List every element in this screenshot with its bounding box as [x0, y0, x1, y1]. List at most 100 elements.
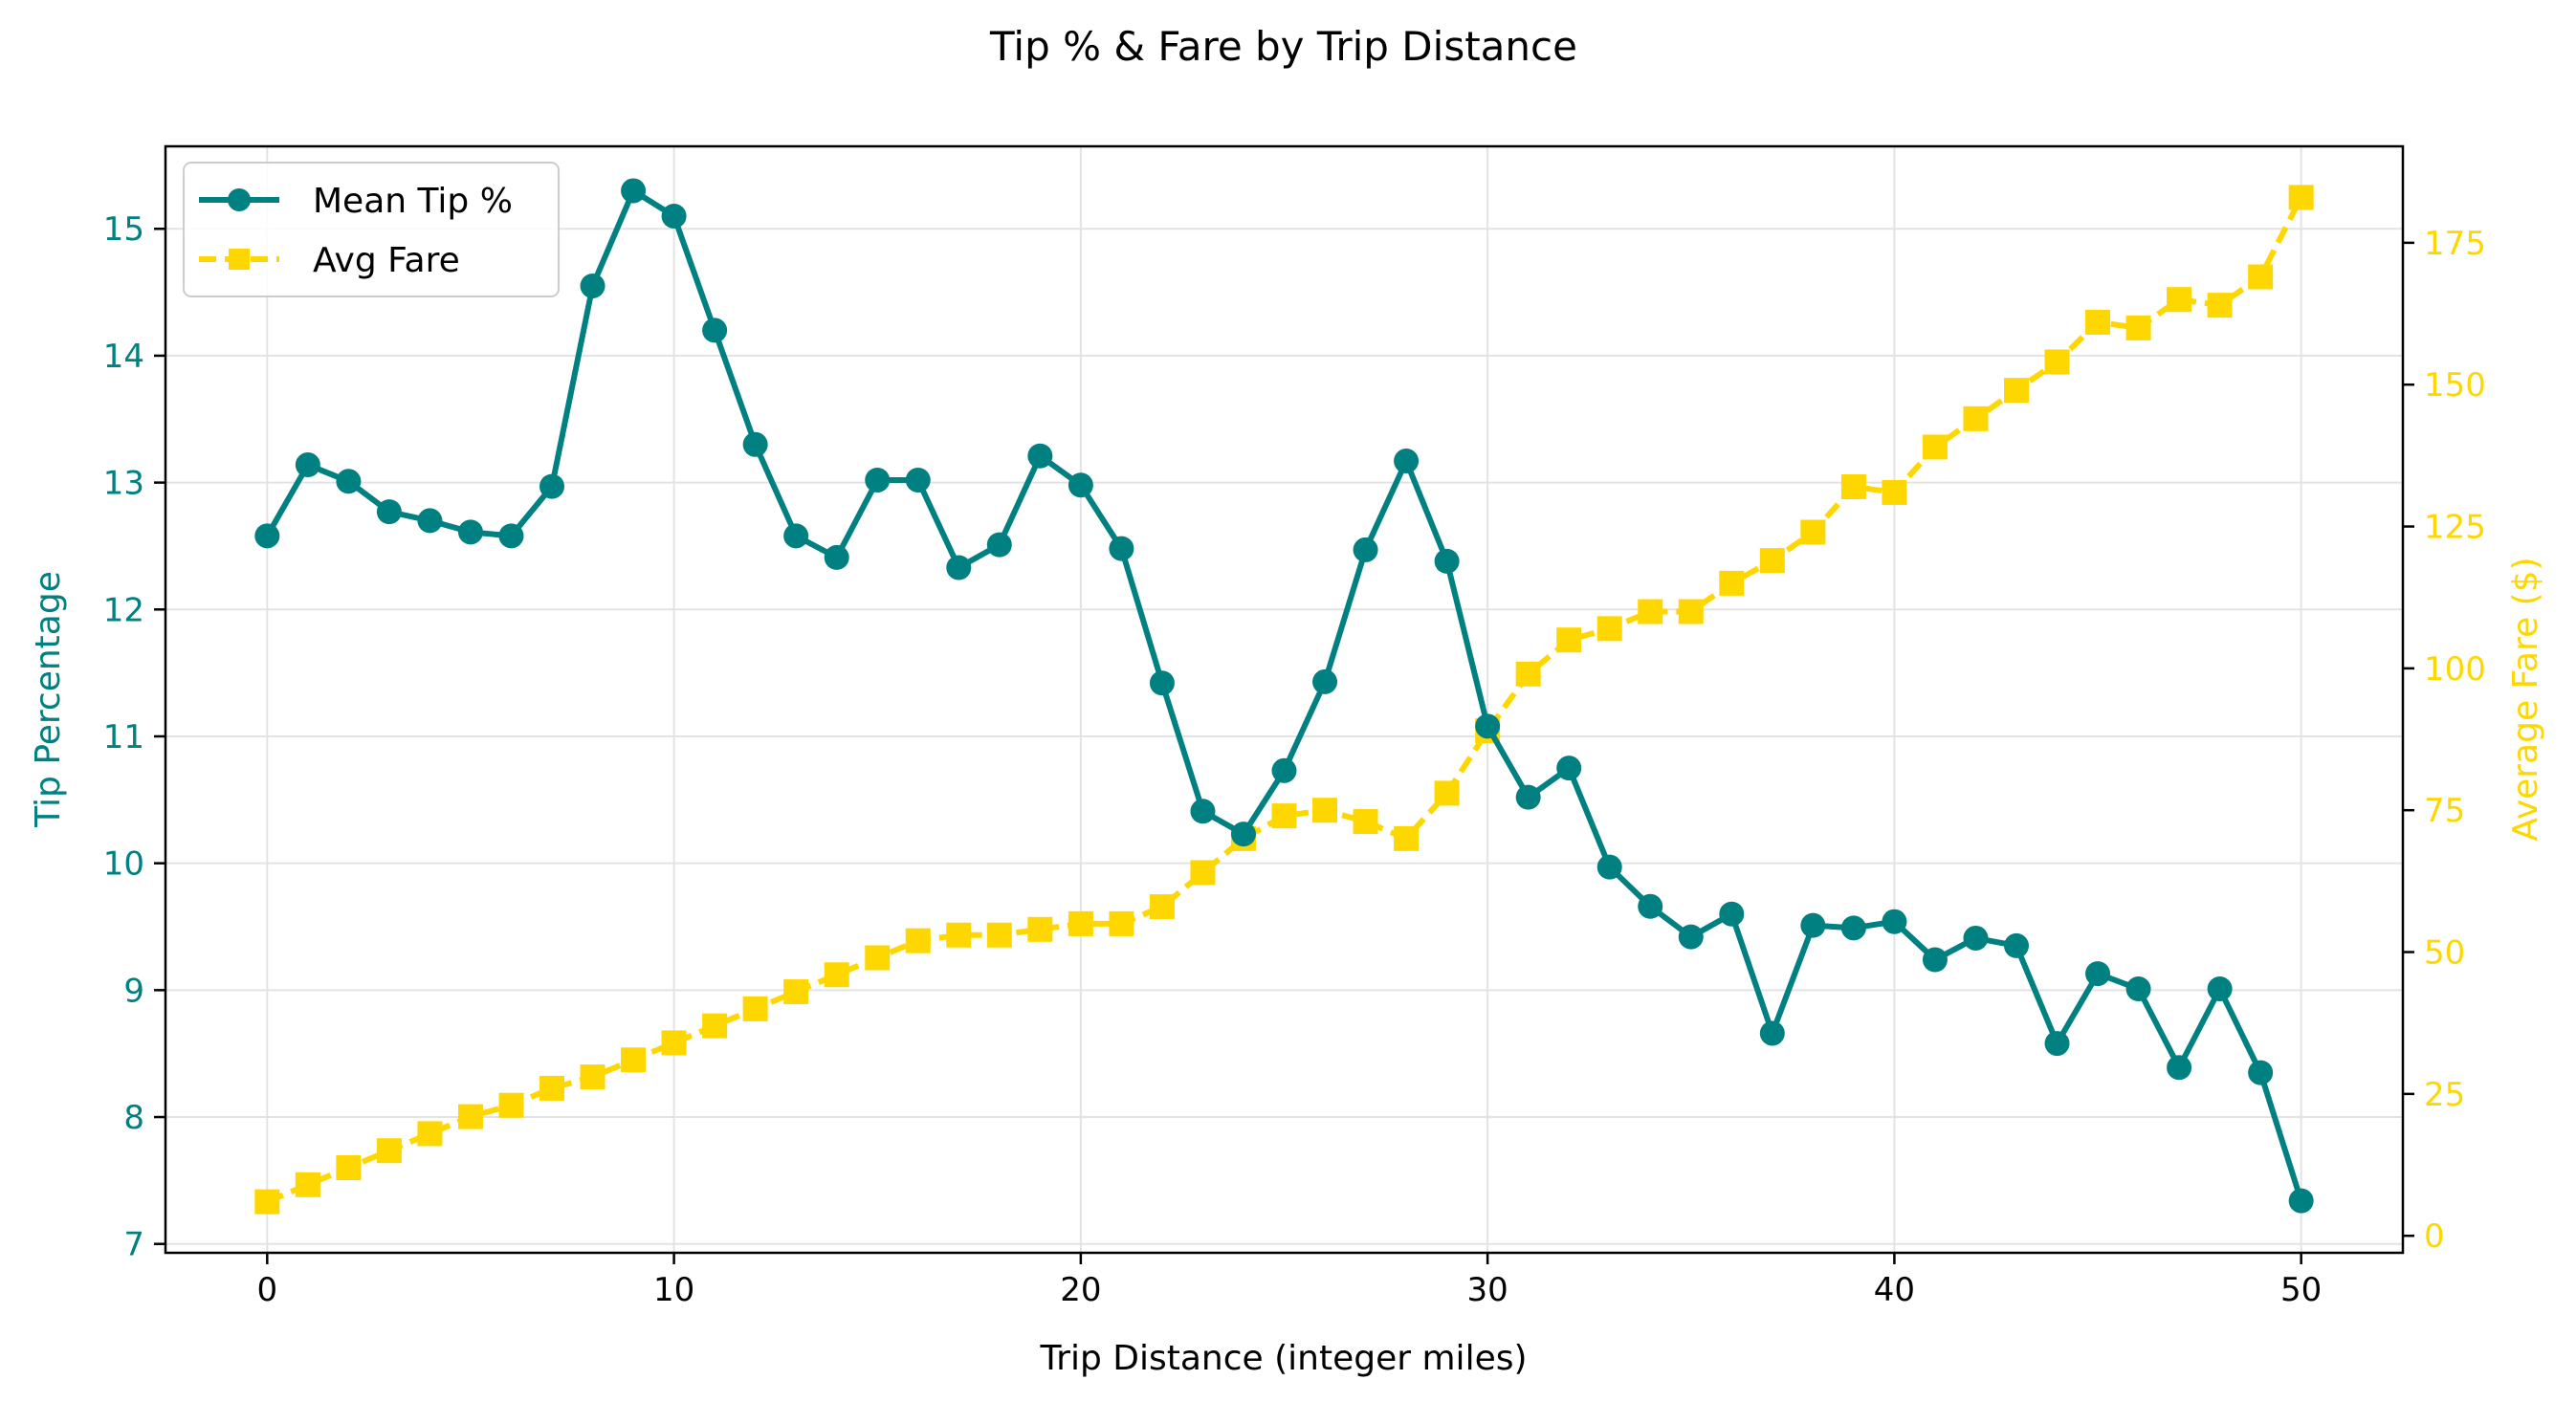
avg-fare-line	[266, 196, 2304, 1205]
legend: Mean Tip % Avg Fare	[183, 162, 560, 297]
avg-fare-point	[1515, 661, 1541, 687]
mean-tip-point	[986, 532, 1012, 558]
chart-title: Tip % & Fare by Trip Distance	[989, 23, 1577, 70]
avg-fare-point	[1759, 548, 1785, 574]
mean-tip-point	[336, 469, 362, 494]
avg-fare-point	[1312, 798, 1338, 823]
avg-fare-point	[946, 922, 972, 948]
avg-fare-point	[2167, 287, 2192, 313]
avg-fare-point	[824, 962, 849, 988]
x-tick-label: 0	[256, 1271, 277, 1309]
right-y-tick-label: 175	[2424, 225, 2486, 263]
right-y-tick-label: 150	[2424, 366, 2486, 405]
avg-fare-point	[417, 1121, 443, 1147]
right-y-tick-label: 100	[2424, 650, 2486, 689]
mean-tip-point	[376, 499, 402, 525]
mean-tip-point	[783, 523, 809, 549]
left-y-tick-label: 9	[123, 972, 144, 1010]
mean-tip-point	[1840, 915, 1866, 941]
avg-fare-series	[254, 185, 2314, 1215]
plot-frame	[164, 144, 2405, 1255]
avg-fare-point	[539, 1075, 565, 1101]
avg-fare-point	[1840, 474, 1866, 499]
mean-tip-point	[1475, 713, 1501, 739]
mean-tip-point	[1312, 668, 1338, 694]
x-tick-label: 40	[1874, 1271, 1915, 1309]
left-y-tick-label: 15	[103, 210, 144, 249]
avg-fare-point	[1149, 894, 1175, 920]
mean-tip-point	[2167, 1055, 2192, 1081]
legend-fare-label: Avg Fare	[313, 241, 460, 280]
mean-tip-point	[1678, 924, 1704, 950]
avg-fare-point	[1638, 599, 1663, 624]
avg-fare-point	[498, 1092, 524, 1118]
mean-tip-point	[1149, 670, 1175, 696]
legend-tip-marker	[228, 188, 251, 211]
avg-fare-point	[905, 928, 931, 953]
mean-tip-point	[1596, 854, 1622, 880]
mean-tip-point	[1027, 443, 1053, 469]
right-y-axis-label: Average Fare ($)	[2506, 557, 2545, 841]
avg-fare-point	[2044, 349, 2070, 375]
right-y-tick-label: 0	[2424, 1217, 2445, 1256]
mean-tip-point	[1882, 909, 1907, 934]
avg-fare-point	[1190, 860, 1216, 886]
left-y-tick-label: 11	[103, 718, 144, 756]
mean-tip-point	[1922, 947, 1948, 973]
mean-tip-point	[742, 431, 768, 457]
mean-tip-point	[2125, 976, 2151, 1002]
avg-fare-point	[1109, 910, 1134, 936]
mean-tip-point	[661, 203, 687, 229]
avg-fare-point	[1353, 809, 1378, 835]
left-y-axis-label: Tip Percentage	[29, 571, 68, 828]
mean-tip-series	[254, 178, 2314, 1214]
mean-tip-point	[2207, 976, 2233, 1002]
mean-tip-point	[295, 452, 320, 478]
mean-tip-point	[1515, 784, 1541, 810]
x-tick-label: 50	[2280, 1271, 2322, 1309]
avg-fare-point	[1719, 570, 1745, 596]
avg-fare-point	[2207, 293, 2233, 318]
left-y-tick-label: 12	[103, 591, 144, 629]
right-y-tick-label: 75	[2424, 792, 2465, 830]
avg-fare-point	[1027, 916, 1053, 942]
avg-fare-point	[1922, 434, 1948, 460]
avg-fare-point	[2288, 185, 2314, 210]
avg-fare-point	[2125, 315, 2151, 340]
mean-tip-point	[1638, 893, 1663, 919]
mean-tip-point	[1353, 537, 1378, 562]
mean-tip-point	[1109, 536, 1134, 561]
avg-fare-point	[661, 1030, 687, 1056]
avg-fare-point	[1596, 616, 1622, 642]
left-y-tick-label: 10	[103, 845, 144, 884]
mean-tip-point	[1963, 925, 1989, 951]
right-y-tick-label: 25	[2424, 1076, 2465, 1114]
avg-fare-point	[1963, 405, 1989, 431]
avg-fare-point	[2248, 264, 2274, 290]
mean-tip-point	[2003, 932, 2029, 958]
x-tick-label: 20	[1060, 1271, 1101, 1309]
mean-tip-point	[905, 467, 931, 493]
mean-tip-point	[1556, 756, 1582, 781]
mean-tip-point	[1800, 912, 1826, 938]
mean-tip-point	[1719, 901, 1745, 927]
legend-tip-label: Mean Tip %	[313, 182, 513, 221]
avg-fare-point	[376, 1138, 402, 1164]
right-y-tick-label: 125	[2424, 509, 2486, 547]
x-tick-label: 10	[653, 1271, 694, 1309]
mean-tip-point	[1068, 472, 1093, 498]
avg-fare-point	[2085, 309, 2111, 335]
left-y-tick-label: 7	[123, 1226, 144, 1264]
avg-fare-point	[865, 945, 891, 971]
avg-fare-point	[295, 1172, 320, 1197]
left-y-tick-label: 14	[103, 338, 144, 376]
avg-fare-point	[621, 1047, 647, 1073]
legend-box	[183, 162, 560, 297]
mean-tip-point	[580, 273, 605, 298]
avg-fare-point	[1882, 479, 1907, 505]
legend-fare-marker	[229, 249, 250, 270]
mean-tip-point	[824, 544, 849, 570]
avg-fare-point	[986, 922, 1012, 948]
